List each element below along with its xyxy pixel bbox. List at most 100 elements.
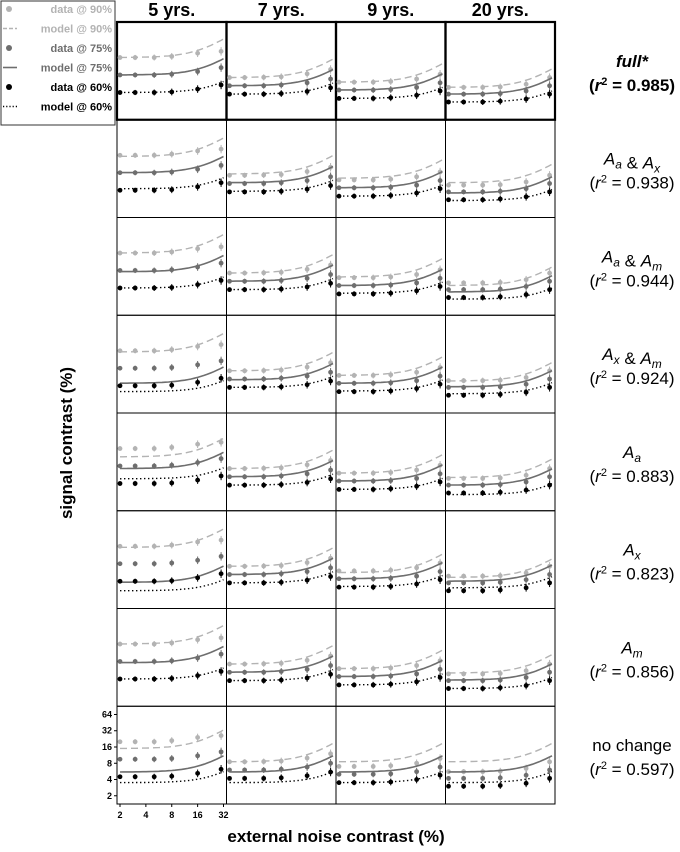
data-point-75 xyxy=(227,669,232,675)
data-point-75 xyxy=(117,170,123,176)
model-curve-90 xyxy=(339,742,443,763)
data-point-75 xyxy=(261,83,267,89)
data-point-75 xyxy=(328,760,333,766)
data-point-75 xyxy=(242,767,248,773)
data-point-60 xyxy=(304,480,310,485)
data-point-60 xyxy=(304,382,310,388)
row-label-r2: (r2 = 0.597) xyxy=(589,760,674,779)
legend-label: model @ 60% xyxy=(41,102,112,114)
data-point-60 xyxy=(388,290,394,296)
panel-frame xyxy=(445,608,556,707)
data-point-90 xyxy=(169,444,175,450)
data-point-60 xyxy=(227,775,232,781)
data-point-90 xyxy=(278,465,284,471)
data-point-90 xyxy=(414,663,420,668)
x-tick-label: 4 xyxy=(143,810,148,820)
panel-none-2 xyxy=(335,705,446,805)
data-point-90 xyxy=(523,570,529,576)
data-point-60 xyxy=(336,682,342,688)
data-point-75 xyxy=(304,275,310,281)
data-point-75 xyxy=(117,756,123,762)
panel-frame xyxy=(335,510,446,609)
data-point-60 xyxy=(370,95,376,101)
data-point-90 xyxy=(414,174,420,180)
data-point-75 xyxy=(117,463,123,469)
data-point-90 xyxy=(117,543,123,549)
data-point-60 xyxy=(336,486,342,492)
data-point-75 xyxy=(242,181,248,186)
data-point-60 xyxy=(437,772,443,778)
data-point-60 xyxy=(446,490,451,496)
data-point-75 xyxy=(388,673,394,679)
data-point-75 xyxy=(414,671,420,677)
data-point-75 xyxy=(261,767,267,773)
data-point-60 xyxy=(227,287,232,293)
data-point-75 xyxy=(169,267,175,273)
data-point-75 xyxy=(151,756,157,762)
data-point-60 xyxy=(388,584,394,589)
data-point-60 xyxy=(336,584,342,590)
data-point-60 xyxy=(151,774,157,780)
data-point-75 xyxy=(480,580,486,586)
data-point-90 xyxy=(195,637,201,643)
legend-entry: data @ 60% xyxy=(6,82,112,94)
data-point-75 xyxy=(446,91,451,97)
data-point-90 xyxy=(351,568,357,574)
panel-AxAm-0 xyxy=(116,314,227,414)
y-tick-label: 64 xyxy=(102,709,112,719)
data-point-90 xyxy=(370,275,376,281)
data-point-60 xyxy=(151,676,157,682)
panel-Am-0 xyxy=(116,608,227,707)
data-point-60 xyxy=(547,189,552,195)
data-point-60 xyxy=(169,480,175,486)
data-point-75 xyxy=(304,80,310,86)
panel-AaAx-0 xyxy=(116,119,227,218)
data-point-75 xyxy=(278,82,284,88)
data-point-90 xyxy=(523,179,529,185)
data-point-90 xyxy=(278,563,284,568)
data-point-60 xyxy=(328,671,333,677)
row-label-model: Ax & Am xyxy=(601,345,661,371)
data-point-60 xyxy=(304,89,310,94)
legend-label: data @ 60% xyxy=(51,82,113,94)
data-point-90 xyxy=(132,446,138,451)
model-curve-75 xyxy=(448,755,553,773)
data-point-60 xyxy=(523,487,529,493)
row-label-model: Ax xyxy=(622,541,641,563)
data-point-90 xyxy=(242,172,248,178)
data-point-60 xyxy=(480,783,486,789)
panel-frame xyxy=(226,510,337,609)
model-curve-60 xyxy=(448,770,553,784)
data-point-60 xyxy=(480,686,486,691)
data-point-90 xyxy=(218,48,224,54)
data-point-60 xyxy=(480,392,486,398)
data-point-60 xyxy=(218,375,224,381)
data-point-90 xyxy=(227,368,232,374)
data-point-60 xyxy=(336,193,342,199)
data-point-60 xyxy=(218,278,224,283)
data-point-60 xyxy=(261,580,267,586)
data-point-90 xyxy=(227,466,232,471)
data-point-60 xyxy=(304,284,310,290)
model-curve-60 xyxy=(120,379,224,393)
data-point-75 xyxy=(388,87,394,92)
data-point-60 xyxy=(261,678,267,684)
data-point-75 xyxy=(117,561,123,567)
panel-frame xyxy=(444,20,557,121)
data-point-60 xyxy=(132,676,138,682)
data-point-75 xyxy=(227,181,232,186)
data-point-60 xyxy=(461,295,467,300)
data-point-60 xyxy=(523,585,529,591)
data-point-90 xyxy=(351,666,357,672)
model-curve-90 xyxy=(448,742,553,763)
data-point-90 xyxy=(195,539,201,545)
data-point-60 xyxy=(336,291,342,297)
data-point-90 xyxy=(388,274,394,280)
data-point-75 xyxy=(414,475,420,481)
data-point-90 xyxy=(336,666,342,672)
data-point-60 xyxy=(278,384,284,390)
data-point-90 xyxy=(370,763,376,769)
data-point-60 xyxy=(388,193,394,198)
data-point-60 xyxy=(497,98,503,104)
x-tick-label: 16 xyxy=(193,810,203,820)
